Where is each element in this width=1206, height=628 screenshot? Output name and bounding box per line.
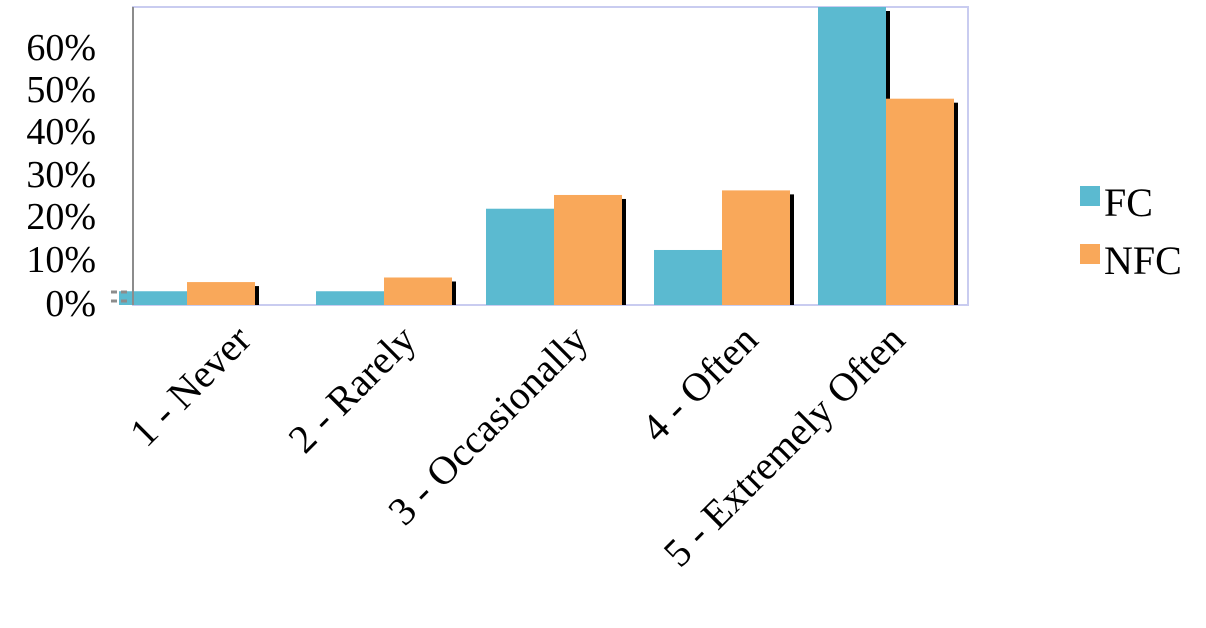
x-tick-label: 1 - Never [121, 317, 260, 456]
bars [119, 7, 958, 305]
x-tick-label: 2 - Rarely [279, 317, 424, 462]
legend-label-nfc: NFC [1104, 238, 1182, 283]
legend-swatch-nfc [1080, 244, 1100, 264]
y-tick-label: 0% [45, 283, 96, 325]
bar-nfc-3-occasionally [554, 194, 622, 305]
y-tick-label: 30% [26, 154, 96, 196]
y-tick-label: 20% [26, 196, 96, 238]
bar-nfc-2-rarely [384, 277, 452, 305]
y-tick-label: 50% [26, 69, 96, 111]
bar-fc-2-rarely [316, 291, 384, 305]
legend-swatch-fc [1080, 186, 1100, 206]
x-tick-label: 5 - Extremely Often [655, 317, 914, 576]
y-tick-label: 40% [26, 111, 96, 153]
bar-nfc-4-often [722, 190, 790, 305]
bar-nfc-5-extremely-often [886, 98, 954, 305]
y-tick-label: 60% [26, 27, 96, 69]
y-tick-label: 10% [26, 239, 96, 281]
bar-fc-4-often [654, 249, 722, 305]
x-tick-label: 4 - Often [632, 317, 766, 451]
legend: FC NFC [1080, 180, 1182, 283]
y-axis: 0%10%20%30%40%50%60% [26, 7, 134, 325]
bar-fc-1-never [119, 291, 187, 305]
legend-label-fc: FC [1104, 180, 1153, 225]
bar-nfc-1-never [187, 282, 255, 305]
bar-fc-3-occasionally [486, 208, 554, 305]
bar-fc-5-extremely-often [818, 7, 886, 305]
